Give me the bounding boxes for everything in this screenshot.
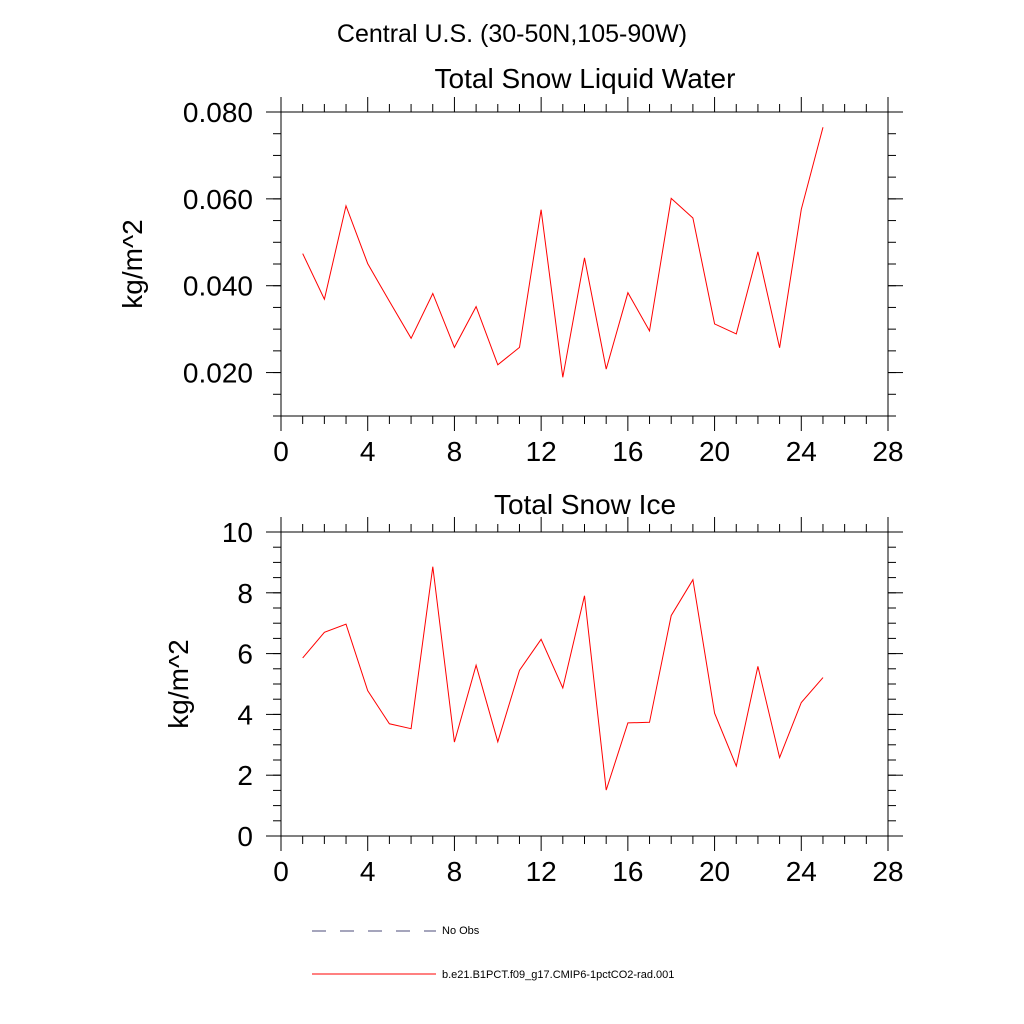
x-tick-label: 24 bbox=[786, 436, 817, 467]
series-line bbox=[302, 566, 824, 791]
plot-frame bbox=[280, 531, 889, 837]
y-tick-label: 0.020 bbox=[183, 358, 253, 389]
y-tick-label: 2 bbox=[237, 760, 253, 791]
region-title: Central U.S. (30-50N,105-90W) bbox=[337, 20, 687, 48]
x-tick-label: 16 bbox=[612, 856, 643, 887]
x-tick-label: 4 bbox=[360, 856, 376, 887]
legend-label-no-obs: No Obs bbox=[442, 925, 480, 937]
y-axis-label: kg/m^2 bbox=[117, 219, 148, 308]
x-tick-label: 0 bbox=[273, 856, 289, 887]
y-tick-label: 0.080 bbox=[183, 97, 253, 128]
legend: No Obs b.e21.B1PCT.f09_g17.CMIP6-1pctCO2… bbox=[312, 925, 674, 981]
y-tick-label: 8 bbox=[237, 578, 253, 609]
y-tick-label: 0.040 bbox=[183, 271, 253, 302]
x-tick-label: 8 bbox=[447, 856, 463, 887]
x-tick-label: 12 bbox=[526, 856, 557, 887]
x-tick-label: 20 bbox=[699, 856, 730, 887]
x-tick-label: 24 bbox=[786, 856, 817, 887]
y-tick-label: 10 bbox=[222, 517, 253, 548]
chart-title: Total Snow Liquid Water bbox=[435, 63, 736, 94]
x-tick-label: 28 bbox=[872, 856, 903, 887]
y-tick-label: 0.060 bbox=[183, 184, 253, 215]
x-tick-label: 28 bbox=[872, 436, 903, 467]
x-tick-label: 0 bbox=[273, 436, 289, 467]
chart-title: Total Snow Ice bbox=[494, 489, 676, 520]
y-tick-label: 0 bbox=[237, 821, 253, 852]
x-tick-label: 20 bbox=[699, 436, 730, 467]
legend-label-model-run: b.e21.B1PCT.f09_g17.CMIP6-1pctCO2-rad.00… bbox=[442, 969, 674, 981]
y-tick-label: 4 bbox=[237, 699, 253, 730]
y-axis-label: kg/m^2 bbox=[163, 639, 194, 728]
panel-snow-ice: Total Snow Ice kg/m^2 0 4 8 12 16 20 24 2802468… bbox=[163, 489, 904, 887]
panel-snow-liquid-water: Total Snow Liquid Water kg/m^2 0 4 8 12 16 20… bbox=[117, 63, 904, 467]
x-tick-label: 12 bbox=[526, 436, 557, 467]
x-tick-label: 16 bbox=[612, 436, 643, 467]
y-tick-label: 6 bbox=[237, 639, 253, 670]
x-tick-label: 8 bbox=[447, 436, 463, 467]
x-tick-label: 4 bbox=[360, 436, 376, 467]
plot-frame bbox=[280, 111, 889, 417]
series-line bbox=[302, 127, 824, 378]
